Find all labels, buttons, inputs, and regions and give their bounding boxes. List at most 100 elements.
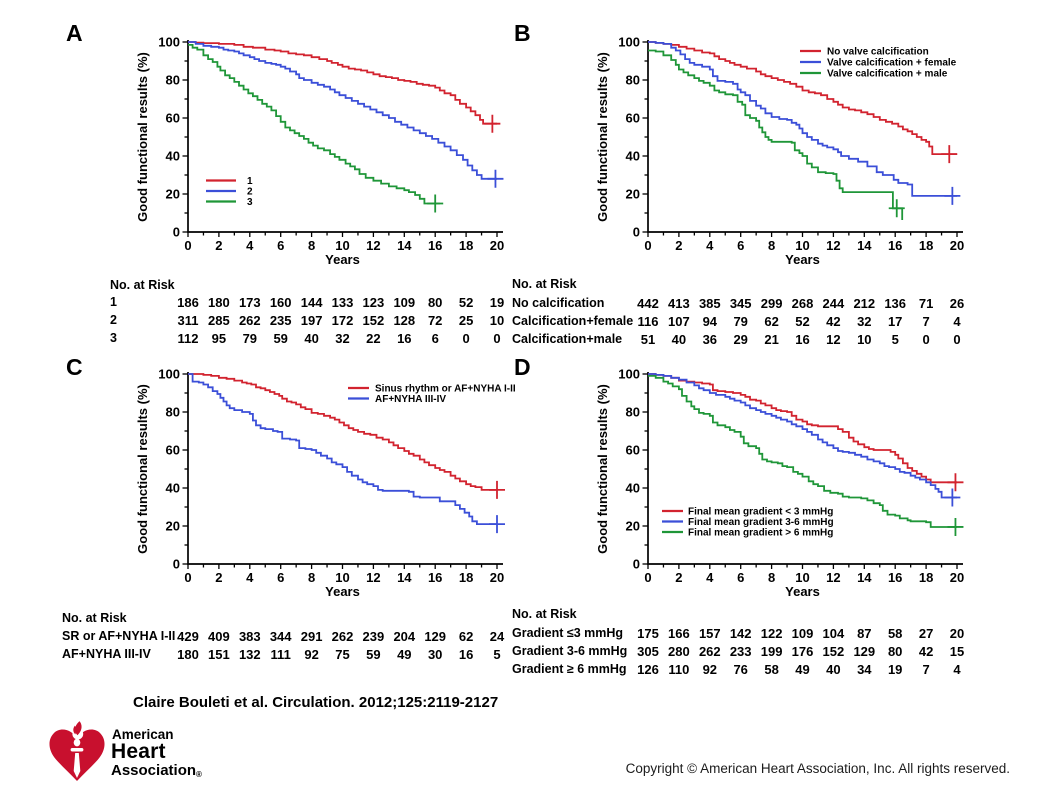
at-risk-value: 79 bbox=[242, 331, 258, 346]
x-tick-label: 2 bbox=[215, 238, 222, 253]
at-risk-row-label: Calcification+female bbox=[512, 314, 634, 328]
at-risk-value: 0 bbox=[953, 332, 961, 347]
km-curve bbox=[648, 49, 904, 220]
at-risk-value: 76 bbox=[733, 662, 748, 677]
at-risk-value: 132 bbox=[238, 647, 261, 662]
at-risk-value: 116 bbox=[637, 314, 659, 329]
at-risk-value: 239 bbox=[362, 629, 385, 644]
x-tick-label: 4 bbox=[706, 238, 714, 253]
at-risk-value: 58 bbox=[764, 662, 779, 677]
y-tick-label: 60 bbox=[166, 443, 180, 458]
y-tick-label: 20 bbox=[166, 187, 180, 202]
y-tick-label: 80 bbox=[626, 73, 640, 88]
x-tick-label: 20 bbox=[950, 238, 964, 253]
censor-mark bbox=[489, 515, 505, 534]
y-tick-label: 60 bbox=[626, 443, 640, 458]
logo-text-heart: Heart bbox=[111, 740, 166, 763]
km-curve bbox=[188, 41, 497, 180]
x-tick-label: 2 bbox=[215, 570, 222, 585]
at-risk-value: 305 bbox=[637, 644, 659, 659]
at-risk-value: 20 bbox=[949, 626, 965, 641]
at-risk-row-label: Gradient ≤3 mmHg bbox=[512, 626, 624, 640]
at-risk-value: 345 bbox=[729, 296, 752, 311]
x-tick-label: 18 bbox=[919, 238, 933, 253]
censor-mark bbox=[888, 199, 905, 218]
x-tick-label: 20 bbox=[490, 238, 504, 253]
at-risk-row-label: Gradient 3-6 mmHg bbox=[512, 644, 628, 658]
x-axis-title: Years bbox=[785, 252, 820, 267]
at-risk-value: 123 bbox=[362, 295, 385, 310]
x-tick-label: 12 bbox=[826, 238, 840, 253]
at-risk-value: 16 bbox=[458, 647, 474, 662]
at-risk-value: 142 bbox=[729, 626, 752, 641]
at-risk-header: No. at Risk bbox=[110, 278, 175, 292]
at-risk-value: 160 bbox=[269, 295, 292, 310]
at-risk-header: No. at Risk bbox=[512, 607, 577, 621]
at-risk-value: 0 bbox=[922, 332, 930, 347]
x-tick-label: 6 bbox=[737, 570, 744, 585]
x-tick-label: 2 bbox=[675, 238, 682, 253]
y-tick-label: 40 bbox=[166, 481, 180, 496]
at-risk-value: 262 bbox=[698, 644, 721, 659]
x-tick-label: 14 bbox=[397, 238, 412, 253]
x-tick-label: 16 bbox=[428, 570, 442, 585]
x-tick-label: 8 bbox=[308, 238, 315, 253]
at-risk-value: 59 bbox=[366, 647, 381, 662]
y-tick-label: 0 bbox=[173, 225, 180, 240]
censor-mark bbox=[487, 169, 504, 188]
at-risk-value: 280 bbox=[668, 644, 690, 659]
at-risk-value: 7 bbox=[922, 662, 930, 677]
y-axis-title: Good functional results (%) bbox=[595, 52, 610, 222]
at-risk-row-label: 2 bbox=[110, 313, 117, 327]
at-risk-value: 26 bbox=[949, 296, 965, 311]
at-risk-value: 442 bbox=[637, 296, 659, 311]
x-tick-label: 6 bbox=[277, 570, 284, 585]
legend-label: AF+NYHA III-IV bbox=[375, 394, 446, 405]
at-risk-value: 7 bbox=[922, 314, 930, 329]
y-tick-label: 100 bbox=[618, 367, 640, 382]
km-curve bbox=[648, 373, 957, 484]
x-tick-label: 6 bbox=[277, 238, 284, 253]
x-tick-label: 4 bbox=[246, 570, 254, 585]
panel-label-d: D bbox=[514, 354, 531, 380]
x-tick-label: 0 bbox=[644, 570, 651, 585]
km-curve bbox=[188, 44, 440, 205]
at-risk-value: 244 bbox=[822, 296, 845, 311]
at-risk-value: 49 bbox=[397, 647, 412, 662]
km-curve bbox=[188, 41, 497, 125]
y-tick-label: 80 bbox=[166, 73, 180, 88]
at-risk-value: 110 bbox=[668, 662, 690, 677]
at-risk-value: 5 bbox=[493, 647, 501, 662]
at-risk-value: 262 bbox=[331, 629, 354, 644]
x-tick-label: 10 bbox=[795, 570, 809, 585]
at-risk-value: 27 bbox=[918, 626, 934, 641]
at-risk-value: 12 bbox=[826, 332, 841, 347]
at-risk-value: 5 bbox=[891, 332, 899, 347]
x-tick-label: 4 bbox=[246, 238, 254, 253]
axis-lines bbox=[187, 40, 503, 233]
km-chart-panel-c: 0 2 4 6 8 10 12 14 16 18 20 0 20 40 60 80 100 Years Good f… bbox=[135, 367, 516, 600]
at-risk-value: 176 bbox=[791, 644, 814, 659]
at-risk-value: 129 bbox=[424, 629, 447, 644]
km-curve bbox=[648, 373, 957, 499]
x-tick-label: 4 bbox=[706, 570, 714, 585]
x-tick-label: 0 bbox=[644, 238, 651, 253]
at-risk-value: 79 bbox=[733, 314, 748, 329]
at-risk-value: 151 bbox=[208, 647, 230, 662]
at-risk-value: 291 bbox=[300, 629, 323, 644]
at-risk-row-label: Calcification+male bbox=[512, 332, 623, 346]
at-risk-value: 235 bbox=[269, 313, 292, 328]
at-risk-header: No. at Risk bbox=[512, 277, 577, 291]
x-tick-label: 16 bbox=[888, 238, 902, 253]
y-tick-label: 60 bbox=[626, 111, 640, 126]
y-axis-title: Good functional results (%) bbox=[135, 52, 150, 222]
at-risk-value: 109 bbox=[791, 626, 814, 641]
at-risk-value: 24 bbox=[489, 629, 505, 644]
at-risk-value: 285 bbox=[208, 313, 230, 328]
at-risk-value: 157 bbox=[698, 626, 721, 641]
at-risk-value: 197 bbox=[300, 313, 323, 328]
at-risk-value: 19 bbox=[887, 662, 903, 677]
censor-mark bbox=[941, 145, 958, 164]
x-tick-label: 16 bbox=[428, 238, 442, 253]
